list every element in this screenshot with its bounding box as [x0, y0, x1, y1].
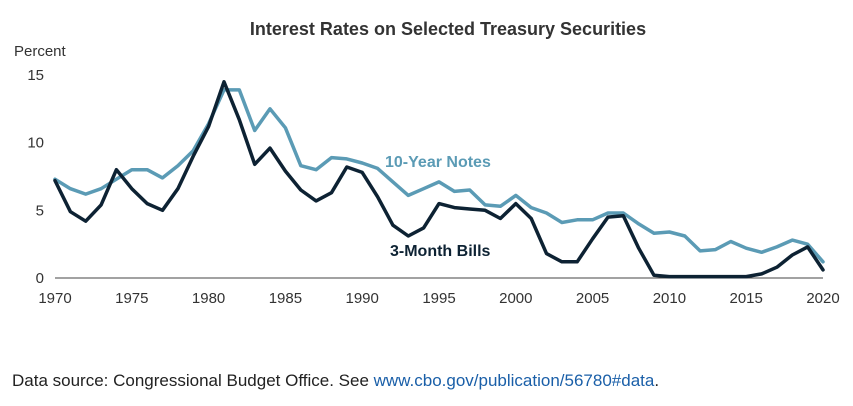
y-tick-label: 15 — [27, 67, 44, 84]
y-tick-label: 0 — [36, 270, 44, 287]
x-tick-label: 2005 — [576, 290, 609, 307]
x-tick-label: 1980 — [192, 290, 225, 307]
series-line-10-year-notes — [53, 88, 825, 264]
x-tick-label: 1970 — [38, 290, 71, 307]
x-tick-label: 1985 — [269, 290, 302, 307]
series-group — [53, 80, 825, 279]
y-ticks: 0 5 10 15 — [27, 67, 44, 287]
chart-title: Interest Rates on Selected Treasury Secu… — [250, 19, 646, 39]
x-tick-label: 2015 — [730, 290, 763, 307]
y-tick-label: 5 — [36, 202, 44, 219]
chart: Interest Rates on Selected Treasury Secu… — [14, 19, 840, 307]
y-axis-label: Percent — [14, 43, 67, 60]
data-source-text: Data source: Congressional Budget Office… — [12, 371, 374, 390]
x-tick-label: 2010 — [653, 290, 686, 307]
series-label-3-month-bills: 3-Month Bills — [390, 243, 491, 260]
series-label-10-year-notes: 10-Year Notes — [385, 154, 491, 171]
series-line-3-month-bills — [53, 80, 825, 279]
x-ticks: 1970 1975 1980 1985 1990 1995 2000 2005 2010 2015… — [38, 290, 839, 307]
data-source-note: Data source: Congressional Budget Office… — [12, 371, 659, 391]
y-tick-label: 10 — [27, 135, 44, 152]
x-tick-label: 2000 — [499, 290, 532, 307]
data-source-link[interactable]: www.cbo.gov/publication/56780#data — [373, 371, 655, 390]
x-tick-label: 1990 — [346, 290, 379, 307]
x-tick-label: 2020 — [806, 290, 839, 307]
data-source-suffix: . — [654, 371, 660, 390]
x-tick-label: 1975 — [115, 290, 148, 307]
x-tick-label: 1995 — [422, 290, 455, 307]
